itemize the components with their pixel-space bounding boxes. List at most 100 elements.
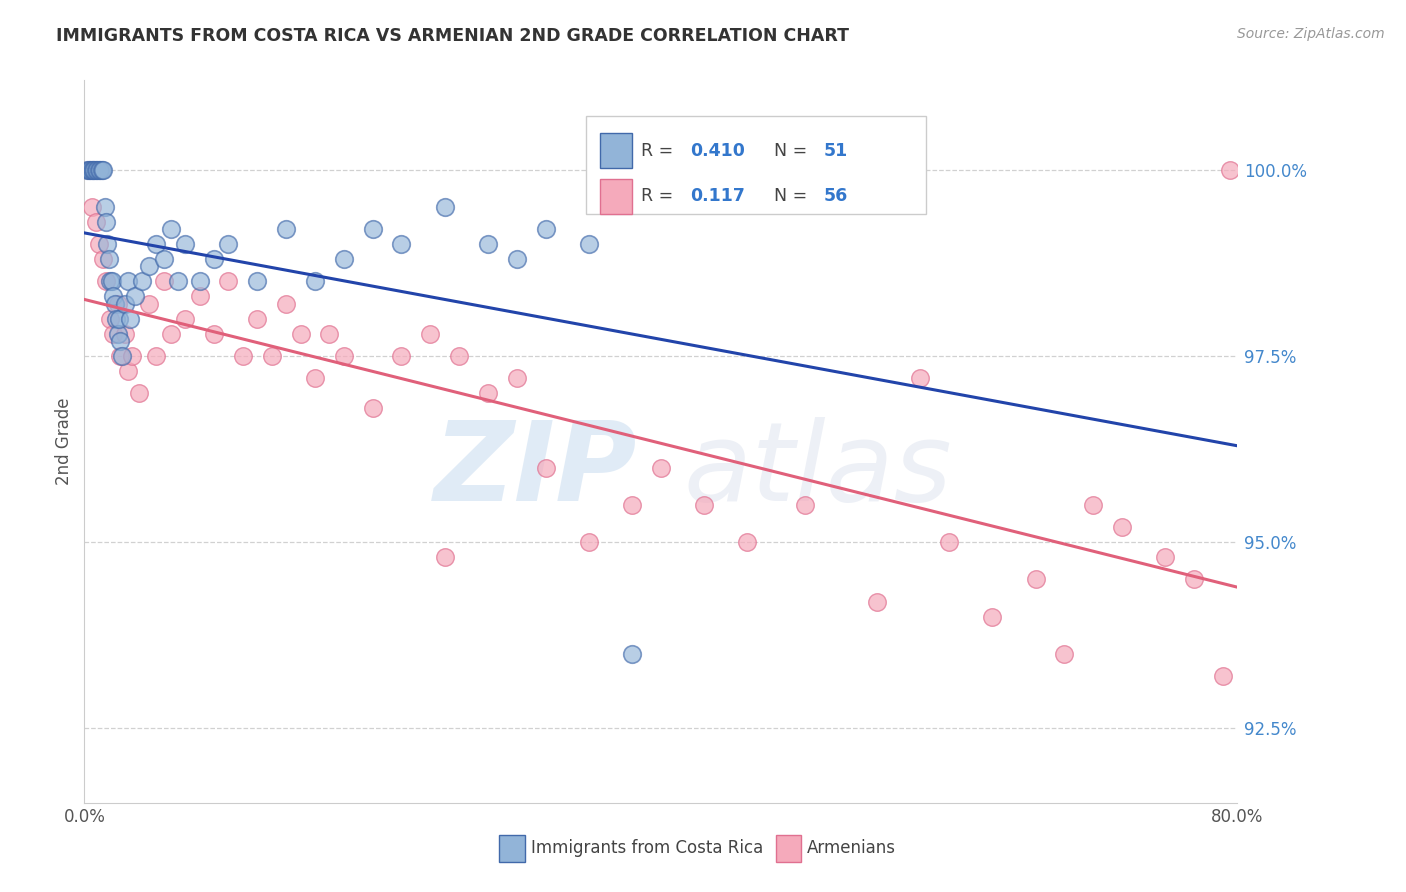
Point: [260, 349, 283, 363]
Point: [111, 349, 134, 363]
Point: [419, 326, 441, 341]
Point: [1212, 669, 1234, 683]
Point: [1083, 498, 1105, 512]
Point: [104, 297, 127, 311]
Point: [76, 162, 98, 177]
Point: [121, 349, 143, 363]
Point: [534, 460, 557, 475]
Point: [391, 349, 413, 363]
Point: [82, 162, 104, 177]
Point: [91, 252, 114, 266]
Point: [80, 162, 103, 177]
Point: [477, 237, 499, 252]
Point: [145, 349, 167, 363]
Point: [1111, 520, 1133, 534]
Point: [152, 252, 174, 266]
Text: atlas: atlas: [683, 417, 952, 524]
Point: [167, 274, 190, 288]
Point: [391, 237, 413, 252]
Point: [361, 401, 384, 415]
Point: [114, 326, 136, 341]
Point: [174, 237, 197, 252]
Point: [77, 162, 100, 177]
Point: [84, 162, 107, 177]
Point: [77, 162, 100, 177]
Point: [333, 252, 356, 266]
Text: 56: 56: [824, 187, 848, 205]
Text: ZIP: ZIP: [434, 417, 638, 524]
Point: [737, 535, 759, 549]
Point: [938, 535, 960, 549]
Point: [910, 371, 932, 385]
Point: [578, 237, 600, 252]
Point: [361, 222, 384, 236]
Point: [232, 349, 254, 363]
Point: [1025, 572, 1047, 586]
Text: Immigrants from Costa Rica: Immigrants from Costa Rica: [530, 839, 763, 857]
Text: 51: 51: [824, 142, 848, 160]
Point: [107, 297, 129, 311]
Point: [138, 297, 160, 311]
Y-axis label: 2nd Grade: 2nd Grade: [55, 398, 73, 485]
Point: [100, 274, 122, 288]
Point: [202, 252, 225, 266]
Point: [188, 289, 211, 303]
Point: [794, 498, 817, 512]
Point: [110, 334, 132, 348]
Point: [86, 162, 108, 177]
Point: [202, 326, 225, 341]
Point: [152, 274, 174, 288]
Point: [160, 326, 183, 341]
Point: [218, 237, 240, 252]
Text: Source: ZipAtlas.com: Source: ZipAtlas.com: [1237, 27, 1385, 41]
Text: 0.117: 0.117: [690, 187, 745, 205]
Point: [97, 252, 120, 266]
Point: [318, 326, 340, 341]
Bar: [776, 835, 801, 862]
Point: [94, 274, 117, 288]
Point: [621, 498, 644, 512]
Point: [105, 311, 128, 326]
Point: [103, 289, 124, 303]
Point: [89, 162, 111, 177]
Point: [93, 200, 115, 214]
Text: R =: R =: [641, 142, 679, 160]
Point: [90, 162, 112, 177]
Point: [621, 647, 644, 661]
Text: R =: R =: [641, 187, 679, 205]
Point: [83, 162, 105, 177]
Point: [506, 252, 529, 266]
Point: [131, 274, 153, 288]
Point: [276, 222, 298, 236]
Point: [96, 237, 118, 252]
Point: [333, 349, 356, 363]
Point: [107, 326, 129, 341]
Point: [98, 311, 121, 326]
Point: [276, 297, 298, 311]
Point: [91, 162, 114, 177]
Point: [160, 222, 183, 236]
Point: [449, 349, 471, 363]
Point: [246, 274, 269, 288]
Text: Armenians: Armenians: [807, 839, 896, 857]
Point: [866, 595, 889, 609]
Point: [1053, 647, 1076, 661]
Point: [1154, 549, 1177, 564]
Point: [103, 326, 124, 341]
Point: [80, 200, 103, 214]
Point: [145, 237, 167, 252]
Point: [218, 274, 240, 288]
Point: [693, 498, 716, 512]
Point: [108, 311, 131, 326]
Point: [534, 222, 557, 236]
FancyBboxPatch shape: [586, 117, 927, 214]
Point: [433, 200, 456, 214]
Point: [578, 535, 600, 549]
Point: [246, 311, 269, 326]
Point: [1219, 162, 1241, 177]
Bar: [600, 133, 633, 168]
Point: [117, 274, 139, 288]
Point: [84, 215, 107, 229]
Point: [98, 274, 121, 288]
Point: [87, 162, 110, 177]
